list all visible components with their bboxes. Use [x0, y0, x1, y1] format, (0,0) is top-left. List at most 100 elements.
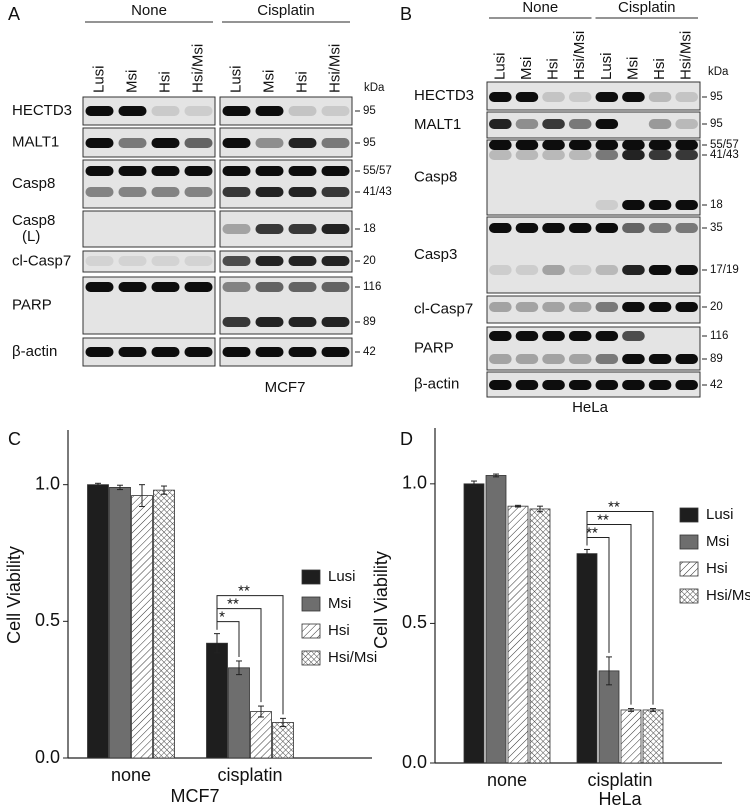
lane-label: Hsi/Msi	[189, 44, 206, 93]
band	[622, 331, 645, 341]
band	[515, 380, 539, 390]
band	[515, 223, 539, 233]
group-header: Cisplatin	[618, 0, 676, 16]
band	[321, 166, 350, 176]
bar	[131, 495, 153, 759]
lane-label: Msi	[123, 70, 140, 93]
legend-label: Hsi/Msi	[706, 587, 750, 604]
bar	[206, 642, 228, 759]
marker-label: 95	[710, 91, 723, 103]
band	[151, 138, 180, 148]
y-tick-label: 1.0	[402, 473, 427, 493]
significance-label: **	[238, 583, 250, 600]
lane-label: Lusi	[227, 65, 244, 93]
row-label: HECTD3	[12, 102, 72, 119]
band	[622, 380, 645, 390]
band	[622, 140, 645, 150]
band	[488, 265, 512, 275]
band	[151, 256, 180, 266]
band	[222, 187, 251, 197]
band	[622, 200, 645, 210]
error-bar	[214, 633, 220, 654]
legend-label: Msi	[706, 533, 729, 550]
bar	[153, 489, 175, 759]
band	[288, 347, 317, 357]
lane-label: Msi	[624, 57, 641, 80]
legend-swatch	[301, 650, 321, 666]
band	[85, 347, 114, 357]
band	[85, 138, 114, 148]
group-header: None	[522, 0, 558, 16]
legend-label: Hsi	[706, 560, 728, 577]
band	[542, 92, 565, 102]
marker-label: 20	[363, 255, 376, 267]
legend-label: Hsi/Msi	[328, 649, 377, 666]
band	[595, 331, 619, 341]
lane-label: Lusi	[491, 52, 508, 80]
marker-label: 20	[710, 301, 723, 313]
band	[255, 224, 284, 234]
band	[151, 166, 180, 176]
blot-box	[486, 111, 701, 139]
band	[184, 282, 213, 292]
band	[488, 380, 512, 390]
band	[118, 187, 147, 197]
band	[675, 265, 699, 275]
band	[542, 380, 565, 390]
lane-label: Hsi	[545, 58, 562, 80]
band	[118, 347, 147, 357]
band	[648, 223, 672, 233]
band	[321, 256, 350, 266]
band	[85, 106, 114, 116]
band	[255, 106, 284, 116]
band	[321, 138, 350, 148]
bar	[87, 484, 109, 759]
error-bar	[280, 717, 286, 728]
marker-label: 35	[710, 222, 723, 234]
x-tick-label: cisplatin	[587, 770, 652, 790]
lane-label: Msi	[518, 57, 535, 80]
band	[648, 200, 672, 210]
error-bar	[628, 708, 634, 712]
band	[675, 354, 699, 364]
band	[595, 200, 619, 210]
row-label: HECTD3	[414, 87, 474, 104]
row-label: Casp3	[414, 246, 457, 263]
lane-label: Msi	[260, 70, 277, 93]
legend-swatch	[301, 596, 321, 612]
band	[184, 106, 213, 116]
row-label: MALT1	[414, 116, 461, 133]
band	[515, 302, 539, 312]
y-tick-label: 0.5	[35, 610, 60, 630]
panel-letter: D	[400, 429, 413, 449]
band	[542, 265, 565, 275]
band	[151, 187, 180, 197]
band	[622, 265, 645, 275]
band	[622, 302, 645, 312]
band	[568, 354, 592, 364]
band	[255, 138, 284, 148]
x-tick-label: none	[111, 765, 151, 785]
band	[288, 166, 317, 176]
marker-label: 41/43	[363, 186, 392, 198]
bar	[576, 553, 598, 764]
band	[255, 282, 284, 292]
band	[255, 347, 284, 357]
legend-label: Lusi	[706, 506, 734, 523]
band	[288, 256, 317, 266]
legend-swatch	[679, 534, 699, 550]
band	[568, 223, 592, 233]
y-tick-label: 1.0	[35, 473, 60, 493]
band	[151, 282, 180, 292]
legend-label: Lusi	[328, 568, 356, 585]
band	[595, 354, 619, 364]
band	[542, 119, 565, 129]
marker-label: 18	[363, 223, 376, 235]
legend-swatch	[679, 588, 699, 604]
band	[648, 354, 672, 364]
band	[675, 119, 699, 129]
band	[222, 224, 251, 234]
band	[85, 256, 114, 266]
band	[568, 92, 592, 102]
band	[542, 223, 565, 233]
